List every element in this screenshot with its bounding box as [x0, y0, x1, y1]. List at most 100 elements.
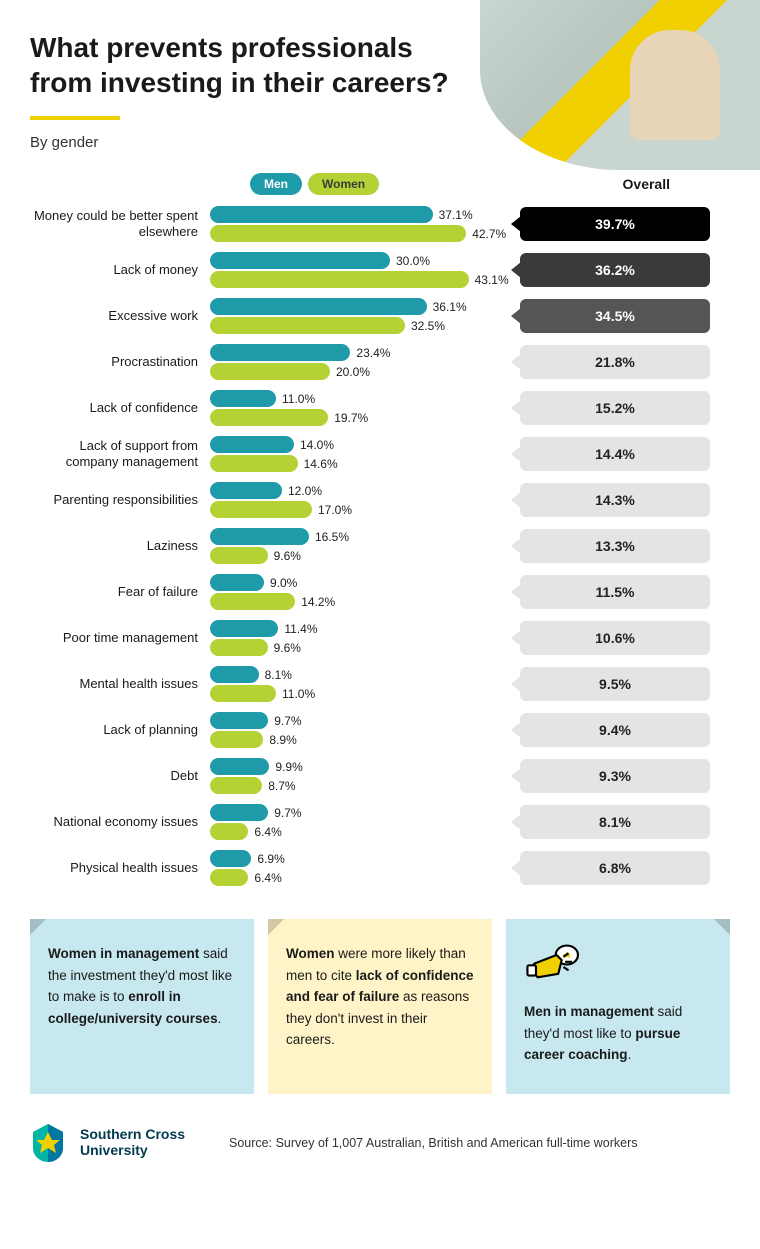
table-row: Fear of failure9.0%14.2%11.5%	[30, 571, 730, 613]
callout: Women in management said the investment …	[30, 919, 254, 1094]
bar-women: 11.0%	[210, 685, 510, 702]
table-row: Excessive work 36.1% 32.5% 34.5%	[30, 295, 730, 337]
bar	[210, 574, 264, 591]
bar	[210, 271, 469, 288]
bar	[210, 547, 268, 564]
table-row: Poor time management11.4%9.6%10.6%	[30, 617, 730, 659]
bar-women: 14.6%	[210, 455, 510, 472]
bar	[210, 869, 248, 886]
page-title: What prevents professionals from investi…	[30, 30, 450, 100]
row-label: Fear of failure	[30, 584, 210, 600]
bar-value: 14.2%	[301, 595, 335, 609]
bar	[210, 390, 276, 407]
table-row: Physical health issues6.9%6.4%6.8%	[30, 847, 730, 889]
bar-pair: 9.9%8.7%	[210, 755, 510, 797]
bar-men: 14.0%	[210, 436, 510, 453]
bar-pair: 16.5%9.6%	[210, 525, 510, 567]
callout-text: Men in management said they'd most like …	[524, 1001, 712, 1066]
bar-value: 6.4%	[254, 871, 281, 885]
source-text: Source: Survey of 1,007 Australian, Brit…	[229, 1136, 638, 1150]
bar	[210, 731, 263, 748]
brand-name: Southern Cross University	[80, 1127, 185, 1158]
bar-value: 9.7%	[274, 806, 301, 820]
overall-pill: 9.4%	[520, 713, 710, 747]
bar-pair: 36.1% 32.5%	[210, 295, 510, 337]
bar-men: 8.1%	[210, 666, 510, 683]
bar-value: 32.5%	[411, 319, 445, 333]
bar-pair: 9.7% 6.4%	[210, 801, 510, 843]
bar-men: 23.4%	[210, 344, 510, 361]
overall-pill: 34.5%	[520, 299, 710, 333]
overall-pill: 9.3%	[520, 759, 710, 793]
bar-pair: 9.7%8.9%	[210, 709, 510, 751]
bar-value: 42.7%	[472, 227, 506, 241]
callout-text: Women were more likely than men to cite …	[286, 943, 474, 1051]
bar	[210, 363, 330, 380]
bar-value: 14.0%	[300, 438, 334, 452]
bar	[210, 777, 262, 794]
row-label: Physical health issues	[30, 860, 210, 876]
row-label: Money could be better spent elsewhere	[30, 208, 210, 239]
row-label: Lack of support from company management	[30, 438, 210, 469]
bar-value: 9.0%	[270, 576, 297, 590]
bar-value: 6.9%	[257, 852, 284, 866]
bar-women: 43.1%	[210, 271, 510, 288]
table-row: Lack of support from company management1…	[30, 433, 730, 475]
legend-women: Women	[308, 173, 379, 195]
bar-value: 6.4%	[254, 825, 281, 839]
footer: Southern Cross University Source: Survey…	[30, 1122, 730, 1164]
row-label: Excessive work	[30, 308, 210, 324]
bar-value: 8.7%	[268, 779, 295, 793]
bar-value: 19.7%	[334, 411, 368, 425]
bar	[210, 593, 295, 610]
bar-pair: 11.0% 19.7%	[210, 387, 510, 429]
megaphone-icon	[524, 943, 584, 993]
row-label: Debt	[30, 768, 210, 784]
table-row: Laziness16.5%9.6%13.3%	[30, 525, 730, 567]
bar-value: 12.0%	[288, 484, 322, 498]
bar	[210, 501, 312, 518]
bar-women: 32.5%	[210, 317, 510, 334]
bar	[210, 850, 251, 867]
bar-value: 37.1%	[439, 208, 473, 222]
bar	[210, 823, 248, 840]
bar-pair: 14.0% 14.6%	[210, 433, 510, 475]
bar-value: 36.1%	[433, 300, 467, 314]
brand-logo-icon	[30, 1122, 66, 1164]
overall-pill: 13.3%	[520, 529, 710, 563]
overall-pill: 14.4%	[520, 437, 710, 471]
overall-pill: 39.7%	[520, 207, 710, 241]
bar-women: 17.0%	[210, 501, 510, 518]
bar-women: 42.7%	[210, 225, 510, 242]
bar-pair: 30.0%43.1%	[210, 249, 510, 291]
bar-value: 8.1%	[265, 668, 292, 682]
bar-value: 11.0%	[282, 392, 315, 406]
title-underline	[30, 116, 120, 120]
bar	[210, 252, 390, 269]
callout: Women were more likely than men to cite …	[268, 919, 492, 1094]
row-label: Lack of planning	[30, 722, 210, 738]
bar-pair: 6.9% 6.4%	[210, 847, 510, 889]
row-label: Parenting responsibilities	[30, 492, 210, 508]
table-row: Lack of money30.0%43.1%36.2%	[30, 249, 730, 291]
table-row: Lack of planning9.7%8.9% 9.4%	[30, 709, 730, 751]
bar-pair: 37.1% 42.7%	[210, 203, 510, 245]
row-label: National economy issues	[30, 814, 210, 830]
bar-men: 6.9%	[210, 850, 510, 867]
bar-value: 9.7%	[274, 714, 301, 728]
overall-pill: 21.8%	[520, 345, 710, 379]
bar	[210, 436, 294, 453]
table-row: Mental health issues8.1%11.0%9.5%	[30, 663, 730, 705]
bar	[210, 455, 298, 472]
bar-value: 20.0%	[336, 365, 370, 379]
bar-value: 17.0%	[318, 503, 352, 517]
bar-women: 6.4%	[210, 869, 510, 886]
row-label: Procrastination	[30, 354, 210, 370]
legend-overall: Overall	[623, 176, 670, 192]
bar-women: 20.0%	[210, 363, 510, 380]
bar-women: 14.2%	[210, 593, 510, 610]
bar	[210, 344, 350, 361]
table-row: Procrastination23.4% 20.0% 21.8%	[30, 341, 730, 383]
bar-value: 11.4%	[284, 622, 317, 636]
fold-corner-icon	[714, 919, 730, 935]
